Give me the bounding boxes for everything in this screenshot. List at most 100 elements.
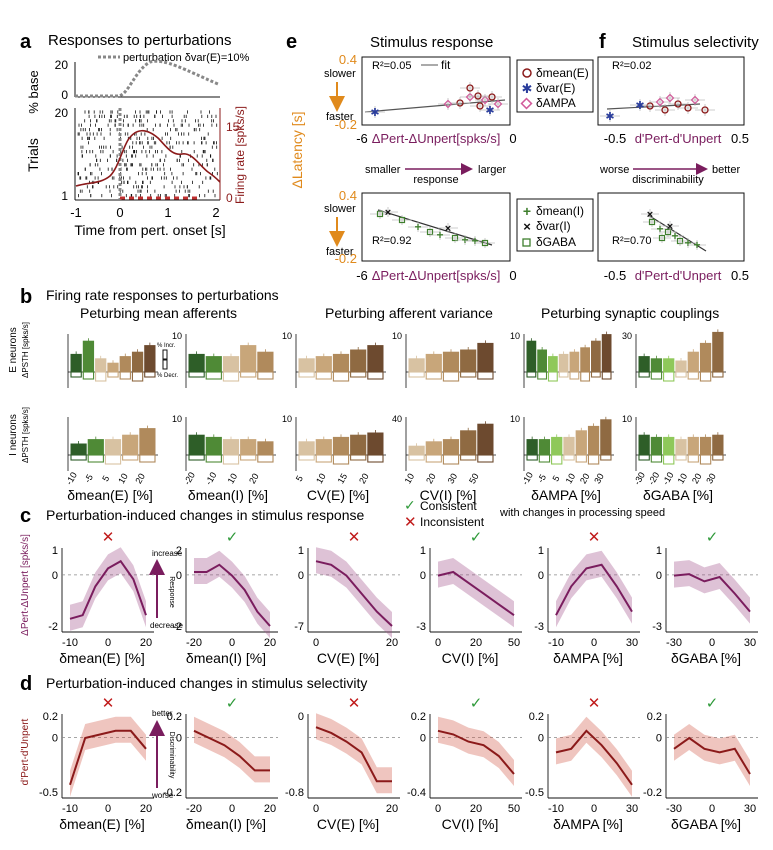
- point-diamond: [443, 99, 453, 109]
- bar-incr: [350, 434, 367, 456]
- bar-incr: [551, 436, 563, 456]
- bar-incr: [675, 439, 687, 456]
- point-circle: [474, 92, 482, 100]
- point-diamond: [665, 93, 675, 103]
- point-circle: [684, 104, 692, 112]
- legend-plus-icon: +: [523, 203, 531, 219]
- bar-decr: [587, 454, 600, 465]
- bar-decr: [257, 371, 274, 380]
- plot-xlabel: CV(E) [%]: [317, 650, 379, 666]
- mean-line: [315, 726, 392, 783]
- panel-a-xlabel: Time from pert. onset [s]: [74, 222, 225, 238]
- bar-incr: [367, 432, 384, 456]
- point-square: [451, 234, 459, 242]
- panel-f-title: Stimulus selectivity: [632, 34, 759, 51]
- panel-d: d Perturbation-induced changes in stimul…: [20, 673, 758, 832]
- e-top-points: ✱ ✱: [365, 82, 508, 119]
- plot-xlabel: CV(E) [%]: [317, 816, 379, 832]
- point-star: ✱: [605, 111, 614, 123]
- bar-decr: [122, 454, 139, 461]
- plot-ytick: -3: [652, 621, 662, 633]
- plot-xtick: 0: [435, 803, 441, 815]
- f-bot-r2: R²=0.70: [612, 235, 651, 247]
- plot-ytick: -0.4: [407, 787, 426, 799]
- bar-decr: [332, 371, 350, 382]
- bar-decr: [526, 454, 538, 461]
- b-ytick-i: 10: [282, 414, 292, 424]
- panel-e-letter: e: [286, 31, 297, 53]
- plot-xtick: 0: [709, 803, 715, 815]
- b-xtick: 5: [100, 474, 111, 483]
- xtick-1: 1: [164, 205, 171, 220]
- e-top-r2: R²=0.05: [372, 60, 411, 72]
- plot-ytick: -3: [416, 621, 426, 633]
- bar-decr: [712, 454, 724, 461]
- panel-b-letter: b: [20, 286, 32, 308]
- plot-xlabel: CV(I) [%]: [442, 650, 499, 666]
- b-xtick: 20: [578, 472, 592, 486]
- mean-line: [193, 729, 270, 772]
- b-xlabel: δmean(E) [%]: [67, 487, 153, 503]
- plot-xtick: 0: [105, 803, 111, 815]
- b-xtick: 30: [592, 472, 606, 486]
- confidence-band: [316, 547, 392, 638]
- point-circle: [674, 100, 682, 108]
- xtick-0: 0: [116, 205, 123, 220]
- point-circle: [661, 106, 669, 114]
- point-diamond: [690, 95, 700, 105]
- plot-xtick: 0: [105, 637, 111, 649]
- plot-ytick: -2: [172, 621, 182, 633]
- bar-decr: [687, 454, 699, 463]
- panel-b-title: Firing rate responses to perturbations: [46, 287, 279, 303]
- b-ytick-e: 10: [282, 331, 292, 341]
- b-ytick-i: 10: [510, 414, 520, 424]
- point-circle: [456, 99, 464, 107]
- panel-e-yaxis-label: ΔLatency [s]: [289, 111, 305, 188]
- inconsistent-cross-icon: ✕: [588, 695, 601, 712]
- bar-incr: [205, 436, 222, 456]
- panel-d-letter: d: [20, 673, 32, 695]
- panel-a-ytick-20: 20: [55, 58, 69, 72]
- point-diamond: [465, 92, 475, 102]
- bar-decr: [119, 371, 131, 380]
- consistent-check-icon: ✓: [226, 695, 239, 712]
- firing-rate-curve: [75, 129, 221, 187]
- bar-incr: [600, 419, 612, 456]
- e-legend-top: [516, 59, 594, 113]
- plot-ytick: -7: [294, 621, 304, 633]
- e-bot-xtick-left: -6: [356, 268, 368, 283]
- bar-incr: [139, 428, 156, 456]
- f-bot-xtick-right: 0.5: [731, 268, 749, 283]
- c-ylabel: ΔPert-ΔUnpert [spks/s]: [20, 534, 31, 636]
- bar-incr: [222, 356, 240, 373]
- bar-incr: [712, 331, 724, 373]
- bar-decr: [675, 454, 687, 461]
- perturbation-curve: [75, 59, 219, 98]
- bar-incr: [663, 436, 675, 456]
- bar-decr: [131, 371, 144, 382]
- e-bot-xlabel: ΔPert-ΔUnpert[spks/s]: [372, 268, 501, 283]
- bar-decr: [257, 454, 274, 463]
- bar-incr: [587, 425, 600, 456]
- bar-decr: [425, 454, 442, 463]
- plot-ytick: 1: [420, 545, 426, 557]
- bar-incr: [699, 436, 712, 456]
- b-ytick-e: 30: [622, 331, 632, 341]
- bar-incr: [408, 358, 425, 373]
- bar-incr: [257, 351, 274, 373]
- bar-incr: [526, 439, 538, 456]
- plot-ytick: 0: [538, 733, 544, 745]
- plot-xtick: 20: [264, 803, 276, 815]
- point-square: [664, 228, 672, 236]
- point-plus: +: [693, 238, 700, 252]
- point-star: ✱: [370, 107, 379, 119]
- e-top-ytick-bottom: -0.2: [335, 117, 357, 132]
- panel-a-ylabel-top: % base: [26, 70, 41, 113]
- d-ylabel: d'Pert-d'Unpert: [20, 718, 31, 785]
- point-circle: [476, 102, 484, 110]
- b-legend-decr: % Decr.: [157, 373, 178, 379]
- legend-star-icon: ✱: [522, 81, 533, 96]
- b-legend-down-box: [162, 359, 168, 370]
- bar-incr: [315, 439, 332, 456]
